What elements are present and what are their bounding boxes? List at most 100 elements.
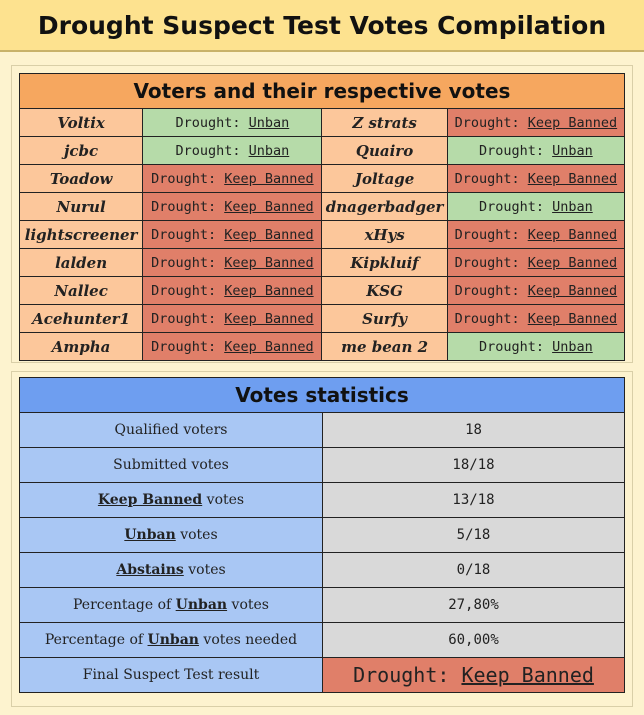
vote-value: Keep Banned: [527, 282, 618, 299]
vote-value: Keep Banned: [224, 282, 314, 299]
vote-cell: Drought: Keep Banned: [446, 304, 626, 333]
vote-prefix: Drought:: [151, 282, 225, 299]
stat-label-post: votes: [183, 562, 226, 578]
voter-name: Acehunter1: [18, 304, 144, 333]
stat-row: Unban votes 5/18: [19, 517, 625, 553]
vote-row: Voltix Drought: Unban Z strats Drought: Kee…: [18, 108, 626, 137]
stat-label-bold: Unban: [124, 527, 176, 543]
stat-row: Qualified voters 18: [19, 412, 625, 448]
stat-label: Submitted votes: [19, 447, 323, 483]
stat-label-post: votes: [227, 597, 269, 613]
vote-value: Keep Banned: [527, 114, 618, 131]
stat-row: Percentage of Unban votes needed 60,00%: [19, 622, 625, 658]
stat-label-post: votes: [175, 527, 218, 543]
voter-name: Surfy: [321, 304, 448, 333]
vote-prefix: Drought:: [175, 114, 249, 131]
page-title: Drought Suspect Test Votes Compilation: [0, 0, 644, 52]
stats-header: Votes statistics: [19, 377, 625, 413]
vote-row: Nallec Drought: Keep Banned KSG Drought: Ke…: [18, 276, 626, 305]
vote-value: Unban: [552, 198, 593, 215]
vote-cell: Drought: Unban: [142, 108, 323, 137]
voter-name: dnagerbadger: [321, 192, 448, 221]
stat-value: 18/18: [322, 447, 625, 483]
stat-label: Percentage of Unban votes: [19, 587, 323, 623]
stat-label: Unban votes: [19, 517, 323, 553]
vote-prefix: Drought:: [175, 142, 249, 159]
stat-label-pre: Percentage of: [44, 632, 148, 648]
voter-name: Joltage: [321, 164, 448, 193]
voter-name: KSG: [321, 276, 448, 305]
voter-name: lalden: [18, 248, 144, 277]
final-prefix: Drought:: [353, 663, 462, 687]
stat-row: Submitted votes 18/18: [19, 447, 625, 483]
voter-name: Z strats: [321, 108, 448, 137]
final-row: Final Suspect Test result Drought: Keep B…: [19, 657, 625, 693]
vote-prefix: Drought:: [454, 226, 528, 243]
stat-value: 5/18: [322, 517, 625, 553]
vote-prefix: Drought:: [454, 282, 528, 299]
vote-value: Keep Banned: [224, 226, 314, 243]
vote-prefix: Drought:: [151, 310, 225, 327]
vote-prefix: Drought:: [454, 310, 528, 327]
vote-cell: Drought: Keep Banned: [446, 108, 626, 137]
vote-prefix: Drought:: [151, 226, 225, 243]
vote-cell: Drought: Keep Banned: [446, 248, 626, 277]
voter-name: Nallec: [18, 276, 144, 305]
vote-row: Toadow Drought: Keep Banned Joltage Drought…: [18, 164, 626, 193]
voter-name: Quairo: [321, 136, 448, 165]
stat-label-post: votes needed: [198, 632, 298, 648]
vote-prefix: Drought:: [478, 198, 553, 215]
vote-prefix: Drought:: [454, 254, 528, 271]
vote-value: Unban: [248, 142, 290, 159]
vote-cell: Drought: Unban: [446, 332, 626, 361]
final-result: Drought: Keep Banned: [322, 657, 625, 693]
stat-label: Abstains votes: [19, 552, 323, 588]
vote-value: Keep Banned: [224, 198, 314, 215]
vote-cell: Drought: Unban: [446, 192, 626, 221]
stat-value: 0/18: [322, 552, 625, 588]
vote-prefix: Drought:: [478, 142, 553, 159]
stat-value: 18: [322, 412, 625, 448]
vote-cell: Drought: Keep Banned: [446, 220, 626, 249]
stat-label: Qualified voters: [19, 412, 323, 448]
voter-name: lightscreener: [18, 220, 144, 249]
vote-value: Keep Banned: [527, 170, 618, 187]
stat-label-pre: Percentage of: [73, 597, 176, 613]
vote-cell: Drought: Keep Banned: [142, 332, 323, 361]
final-label: Final Suspect Test result: [19, 657, 323, 693]
vote-cell: Drought: Unban: [446, 136, 626, 165]
voter-name: Kipkluif: [321, 248, 448, 277]
stat-label-bold: Unban: [147, 632, 199, 648]
vote-cell: Drought: Keep Banned: [142, 164, 323, 193]
voter-name: Voltix: [18, 108, 144, 137]
voter-name: Ampha: [18, 332, 144, 361]
vote-value: Keep Banned: [224, 254, 314, 271]
stat-label-post: votes: [202, 492, 245, 508]
voter-name: Nurul: [18, 192, 144, 221]
vote-value: Keep Banned: [224, 170, 314, 187]
stat-label: Percentage of Unban votes needed: [19, 622, 323, 658]
stat-row: Percentage of Unban votes 27,80%: [19, 587, 625, 623]
stat-row: Keep Banned votes 13/18: [19, 482, 625, 518]
vote-cell: Drought: Unban: [142, 136, 323, 165]
stat-label-bold: Unban: [175, 597, 228, 613]
vote-prefix: Drought:: [151, 170, 225, 187]
vote-prefix: Drought:: [454, 170, 528, 187]
vote-row: jcbc Drought: Unban Quairo Drought: Unban: [18, 136, 626, 165]
stat-value: 13/18: [322, 482, 625, 518]
vote-row: Ampha Drought: Keep Banned me bean 2 Drough…: [18, 332, 626, 361]
vote-prefix: Drought:: [151, 254, 225, 271]
voter-name: me bean 2: [321, 332, 448, 361]
stat-label-bold: Abstains: [116, 562, 184, 578]
vote-row: Nurul Drought: Keep Banned dnagerbadger Dro…: [18, 192, 626, 221]
vote-cell: Drought: Keep Banned: [446, 164, 626, 193]
stat-row: Abstains votes 0/18: [19, 552, 625, 588]
voter-name: xHys: [321, 220, 448, 249]
stats-table: Votes statistics Qualified voters 18 Submi…: [19, 377, 625, 693]
stat-value: 27,80%: [322, 587, 625, 623]
vote-value: Keep Banned: [527, 226, 618, 243]
stat-label-pre: Qualified voters: [114, 422, 228, 438]
vote-value: Unban: [552, 338, 593, 355]
vote-prefix: Drought:: [151, 198, 225, 215]
vote-value: Keep Banned: [224, 310, 314, 327]
